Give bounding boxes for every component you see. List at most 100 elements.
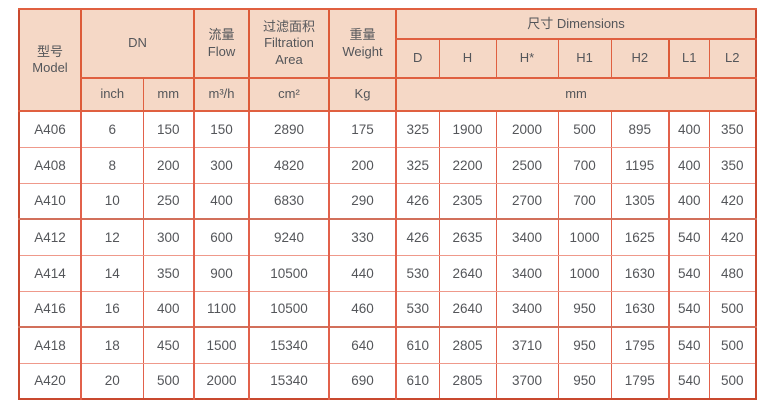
header-row-groups: 型号 Model DN 流量 Flow 过滤面积 Filtration Area… xyxy=(18,8,757,112)
cell-l2: 500 xyxy=(708,326,757,364)
cell-h-star: 3700 xyxy=(495,362,559,400)
cell-h-star: 3710 xyxy=(495,326,559,364)
cell-model: A408 xyxy=(18,146,82,184)
cell-d: 325 xyxy=(395,146,440,184)
cell-filtration-area: 6830 xyxy=(248,182,330,220)
cell-dn-mm: 300 xyxy=(142,218,195,256)
header-dim-h1: H1 xyxy=(557,38,612,79)
cell-weight: 460 xyxy=(328,290,397,328)
cell-l1: 540 xyxy=(668,362,710,400)
cell-filtration-area: 15340 xyxy=(248,362,330,400)
cell-model: A406 xyxy=(18,110,82,148)
cell-h-star: 3400 xyxy=(495,254,559,292)
cell-h: 2635 xyxy=(438,218,497,256)
cell-l2: 480 xyxy=(708,254,757,292)
header-model-en: Model xyxy=(32,60,68,75)
cell-h1: 700 xyxy=(557,182,612,220)
cell-filtration-area: 2890 xyxy=(248,110,330,148)
table-row: A406 6 150 150 2890 175 325 1900 2000 500 895 400 35… xyxy=(18,110,757,148)
cell-dn-inch: 18 xyxy=(80,326,144,364)
table-body: A406 6 150 150 2890 175 325 1900 2000 500 895 400 35… xyxy=(18,110,757,400)
cell-h2: 1305 xyxy=(610,182,670,220)
cell-dn-mm: 200 xyxy=(142,146,195,184)
cell-l2: 500 xyxy=(708,290,757,328)
cell-model: A412 xyxy=(18,218,82,256)
header-unit-mm: mm xyxy=(142,77,195,112)
cell-l1: 400 xyxy=(668,182,710,220)
cell-l1: 400 xyxy=(668,110,710,148)
cell-h2: 1630 xyxy=(610,290,670,328)
cell-h-star: 3400 xyxy=(495,290,559,328)
cell-h: 2200 xyxy=(438,146,497,184)
table-row: A410 10 250 400 6830 290 426 2305 2700 700 1305 400… xyxy=(18,182,757,220)
cell-flow: 1500 xyxy=(193,326,250,364)
cell-h2: 1625 xyxy=(610,218,670,256)
header-row-dimension-cols: D H H* H1 H2 L1 L2 xyxy=(19,38,757,79)
cell-h: 2305 xyxy=(438,182,497,220)
header-filtration-area: 过滤面积 Filtration Area xyxy=(248,8,330,79)
cell-model: A420 xyxy=(18,362,82,400)
cell-h1: 1000 xyxy=(557,218,612,256)
header-weight-zh: 重量 xyxy=(349,27,376,43)
header-weight: 重量 Weight xyxy=(328,8,397,79)
cell-h: 2640 xyxy=(438,254,497,292)
cell-d: 530 xyxy=(395,254,440,292)
cell-h1: 950 xyxy=(557,326,612,364)
cell-flow: 2000 xyxy=(193,362,250,400)
cell-dn-mm: 400 xyxy=(142,290,195,328)
cell-l1: 400 xyxy=(668,146,710,184)
header-filtration-en: Filtration Area xyxy=(264,35,314,67)
cell-l1: 540 xyxy=(668,290,710,328)
table-header: 型号 Model DN 流量 Flow 过滤面积 Filtration Area… xyxy=(18,8,757,112)
header-unit-dimensions: mm xyxy=(394,77,757,112)
header-filtration-zh: 过滤面积 xyxy=(262,19,315,35)
cell-h2: 1795 xyxy=(610,326,670,364)
cell-l1: 540 xyxy=(668,254,710,292)
cell-flow: 400 xyxy=(193,182,250,220)
cell-flow: 900 xyxy=(193,254,250,292)
cell-h2: 895 xyxy=(610,110,670,148)
cell-filtration-area: 9240 xyxy=(248,218,330,256)
cell-dn-inch: 20 xyxy=(80,362,144,400)
cell-model: A414 xyxy=(18,254,82,292)
cell-l2: 350 xyxy=(708,110,757,148)
cell-dn-inch: 10 xyxy=(80,182,144,220)
header-dimensions: 尺寸 Dimensions xyxy=(394,8,757,40)
cell-flow: 1100 xyxy=(193,290,250,328)
cell-d: 325 xyxy=(395,110,440,148)
cell-filtration-area: 10500 xyxy=(248,254,330,292)
header-dim-h-star: H* xyxy=(495,38,559,79)
cell-l2: 500 xyxy=(708,362,757,400)
cell-h2: 1795 xyxy=(610,362,670,400)
cell-weight: 200 xyxy=(328,146,397,184)
cell-h2: 1630 xyxy=(610,254,670,292)
product-spec-table: 型号 Model DN 流量 Flow 过滤面积 Filtration Area… xyxy=(18,8,758,400)
cell-dn-mm: 350 xyxy=(142,254,195,292)
cell-dn-mm: 150 xyxy=(142,110,195,148)
header-unit-flow: m³/h xyxy=(193,77,250,112)
cell-model: A418 xyxy=(18,326,82,364)
cell-h: 1900 xyxy=(438,110,497,148)
cell-l2: 420 xyxy=(708,182,757,220)
cell-d: 426 xyxy=(395,218,440,256)
cell-weight: 640 xyxy=(328,326,397,364)
cell-dn-mm: 250 xyxy=(142,182,195,220)
header-dim-d: D xyxy=(395,38,440,79)
cell-filtration-area: 15340 xyxy=(248,326,330,364)
cell-h: 2805 xyxy=(438,326,497,364)
cell-weight: 690 xyxy=(328,362,397,400)
cell-flow: 150 xyxy=(193,110,250,148)
cell-h-star: 2700 xyxy=(495,182,559,220)
cell-dn-inch: 12 xyxy=(80,218,144,256)
cell-h: 2640 xyxy=(438,290,497,328)
cell-h-star: 2000 xyxy=(495,110,559,148)
cell-dn-inch: 6 xyxy=(80,110,144,148)
header-unit-weight: Kg xyxy=(328,77,397,112)
cell-weight: 290 xyxy=(328,182,397,220)
header-flow-en: Flow xyxy=(207,43,236,59)
cell-l2: 420 xyxy=(708,218,757,256)
header-model: 型号 Model xyxy=(18,8,82,112)
cell-dn-inch: 16 xyxy=(80,290,144,328)
cell-weight: 330 xyxy=(328,218,397,256)
cell-dn-inch: 8 xyxy=(80,146,144,184)
